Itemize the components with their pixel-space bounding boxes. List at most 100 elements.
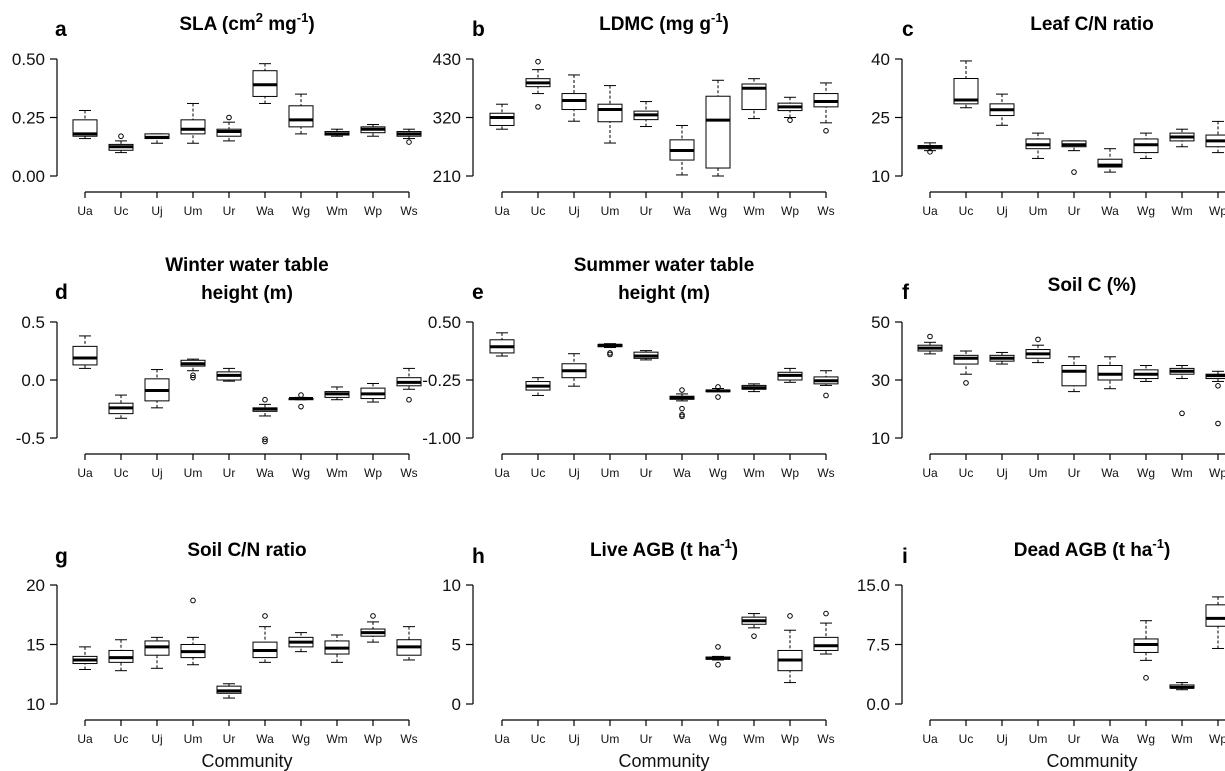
panel-f-box-Wp-outlier xyxy=(1215,420,1221,427)
panel-a-x-tick-label: Wm xyxy=(326,204,347,218)
panel-b-x-tick-label: Ua xyxy=(494,204,510,218)
title-part: Dead AGB (t ha xyxy=(1014,540,1153,561)
panel-d-title: Winter water table xyxy=(165,255,328,276)
panel-b-box-Ua-iqr xyxy=(489,112,515,126)
panel-a-box-Ws-outlier xyxy=(406,139,412,145)
panel-a-box-Um-iqr xyxy=(180,119,206,135)
panel-f-x-tick-label: Ur xyxy=(1068,466,1081,480)
title-part: Leaf C/N ratio xyxy=(1030,14,1154,35)
panel-e-box-Wg-outlier xyxy=(715,384,721,390)
panel-e-box-Wa-outlier xyxy=(679,387,685,393)
panel-i-letter: i xyxy=(902,545,908,568)
panel-e-title: Summer water table xyxy=(574,255,755,276)
panel-c-x-tick-label: Um xyxy=(1029,204,1048,218)
panel-g-x-tick-label: Ur xyxy=(223,732,236,746)
panel-h-box-Wg-outlier xyxy=(715,661,721,668)
panel-d-x-tick-label: Wa xyxy=(256,466,274,480)
panel-b-box-Uc-outlier xyxy=(535,104,541,110)
panel-a-x-tick-label: Ua xyxy=(77,204,93,218)
panel-d-x-tick-label: Ur xyxy=(223,466,236,480)
panel-a-x-tick-label: Uc xyxy=(114,204,129,218)
panel-g-x-title: Community xyxy=(201,751,292,771)
panel-e-x-tick-label: Wm xyxy=(743,466,764,480)
panel-i-x-tick-label: Um xyxy=(1029,732,1048,746)
panel-a-x-tick-label: Ur xyxy=(223,204,236,218)
panel-a-box-Ua-iqr xyxy=(72,119,98,137)
panel-b-letter: b xyxy=(472,18,485,41)
panel-e-x-tick-label: Wg xyxy=(709,466,727,480)
panel-b-title: LDMC (mg g-1) xyxy=(599,10,729,35)
panel-c-y-tick-label: 25 xyxy=(871,109,890,128)
panel-g-letter: g xyxy=(55,545,68,568)
panel-a-x-tick-label: Wg xyxy=(292,204,310,218)
panel-g-x-tick-label: Wa xyxy=(256,732,274,746)
panel-a-box-Ur-outlier xyxy=(226,114,232,121)
panel-d-box-Wg-outlier xyxy=(298,392,304,398)
panel-g-box-Um-outlier xyxy=(190,597,196,604)
panel-i-title: Dead AGB (t ha-1) xyxy=(1014,536,1171,561)
panel-b-box-Wg-iqr xyxy=(705,95,731,169)
panel-b-x-tick-label: Ur xyxy=(640,204,653,218)
panel-b-box-Wp-outlier xyxy=(787,117,793,123)
panel-f-y-tick-label: 50 xyxy=(871,313,890,332)
panel-c-box-Ur-outlier xyxy=(1071,169,1077,175)
panel-d-x-tick-label: Um xyxy=(184,466,203,480)
panel-b-x-tick-label: Uj xyxy=(568,204,579,218)
panel-h-box-Wp-outlier xyxy=(787,613,793,619)
panel-e-x-tick-label: Ua xyxy=(494,466,510,480)
panel-c-y-tick-label: 40 xyxy=(871,50,890,69)
panel-h-x-tick-label: Ws xyxy=(817,732,834,746)
title-part: ) xyxy=(732,540,738,561)
panel-e-box-Wa-outlier xyxy=(679,405,685,412)
panel-g-x-tick-label: Wg xyxy=(292,732,310,746)
panel-d-box-Um-outlier xyxy=(190,374,196,381)
panel-b-box-Ws-outlier xyxy=(823,127,829,134)
panel-e-x-tick-label: Uc xyxy=(531,466,546,480)
panel-h-title: Live AGB (t ha-1) xyxy=(590,536,738,561)
panel-e-y-tick-label: -1.00 xyxy=(422,429,461,448)
panel-e-title-line2: height (m) xyxy=(618,283,710,304)
panel-h-x-tick-label: Wa xyxy=(673,732,691,746)
panel-b-y-tick-label: 320 xyxy=(433,109,461,128)
title-part: ) xyxy=(308,14,314,35)
panel-f-x-tick-label: Wp xyxy=(1209,466,1225,480)
panel-f-letter: f xyxy=(902,281,910,304)
panel-c-x-tick-label: Uc xyxy=(959,204,974,218)
panel-f-title: Soil C (%) xyxy=(1048,275,1137,296)
panel-d-title-line2: height (m) xyxy=(201,283,293,304)
panel-g-box-Wa-outlier xyxy=(262,613,268,619)
panel-f-box-Wm-outlier xyxy=(1179,410,1185,417)
panel-h-y-tick-label: 0 xyxy=(452,695,461,714)
panel-e-y-tick-label: 0.50 xyxy=(428,313,461,332)
panel-f-box-Ua-outlier xyxy=(927,333,933,340)
title-part: -1 xyxy=(720,536,732,551)
panel-b-x-tick-label: Ws xyxy=(817,204,834,218)
panel-c-box-Wa-iqr xyxy=(1097,158,1123,168)
panel-a-x-tick-label: Wp xyxy=(364,204,382,218)
panel-d-box-Wa-outlier xyxy=(262,436,268,442)
panel-c-x-tick-label: Uj xyxy=(996,204,1007,218)
panel-d-x-tick-label: Ua xyxy=(77,466,93,480)
title-part: ) xyxy=(1164,540,1170,561)
panel-g-x-tick-label: Ua xyxy=(77,732,93,746)
panel-f-box-Ur-iqr xyxy=(1061,365,1087,387)
panel-h-box-Wg-outlier xyxy=(715,644,721,650)
panel-e-x-tick-label: Uj xyxy=(568,466,579,480)
panel-b-box-Um-iqr xyxy=(597,103,623,123)
panel-f-x-tick-label: Wm xyxy=(1171,466,1192,480)
panel-d-y-tick-label: 0.0 xyxy=(21,371,45,390)
panel-f-y-tick-label: 10 xyxy=(871,429,890,448)
title-part: -1 xyxy=(297,10,309,25)
panel-f-box-Uc-outlier xyxy=(963,380,969,386)
panel-c-y-tick-label: 10 xyxy=(871,167,890,186)
panel-e-box-Ws-outlier xyxy=(823,392,829,399)
panel-a-letter: a xyxy=(55,18,67,41)
panel-b-x-tick-label: Wp xyxy=(781,204,799,218)
panel-c-x-tick-label: Ua xyxy=(922,204,938,218)
panel-c-box-Ua-outlier xyxy=(927,149,933,155)
panel-e-x-tick-label: Ws xyxy=(817,466,834,480)
panel-h-x-tick-label: Wm xyxy=(743,732,764,746)
panel-g-x-tick-label: Uc xyxy=(114,732,129,746)
panel-h-y-tick-label: 10 xyxy=(442,576,461,595)
panel-f-x-tick-label: Wa xyxy=(1101,466,1119,480)
